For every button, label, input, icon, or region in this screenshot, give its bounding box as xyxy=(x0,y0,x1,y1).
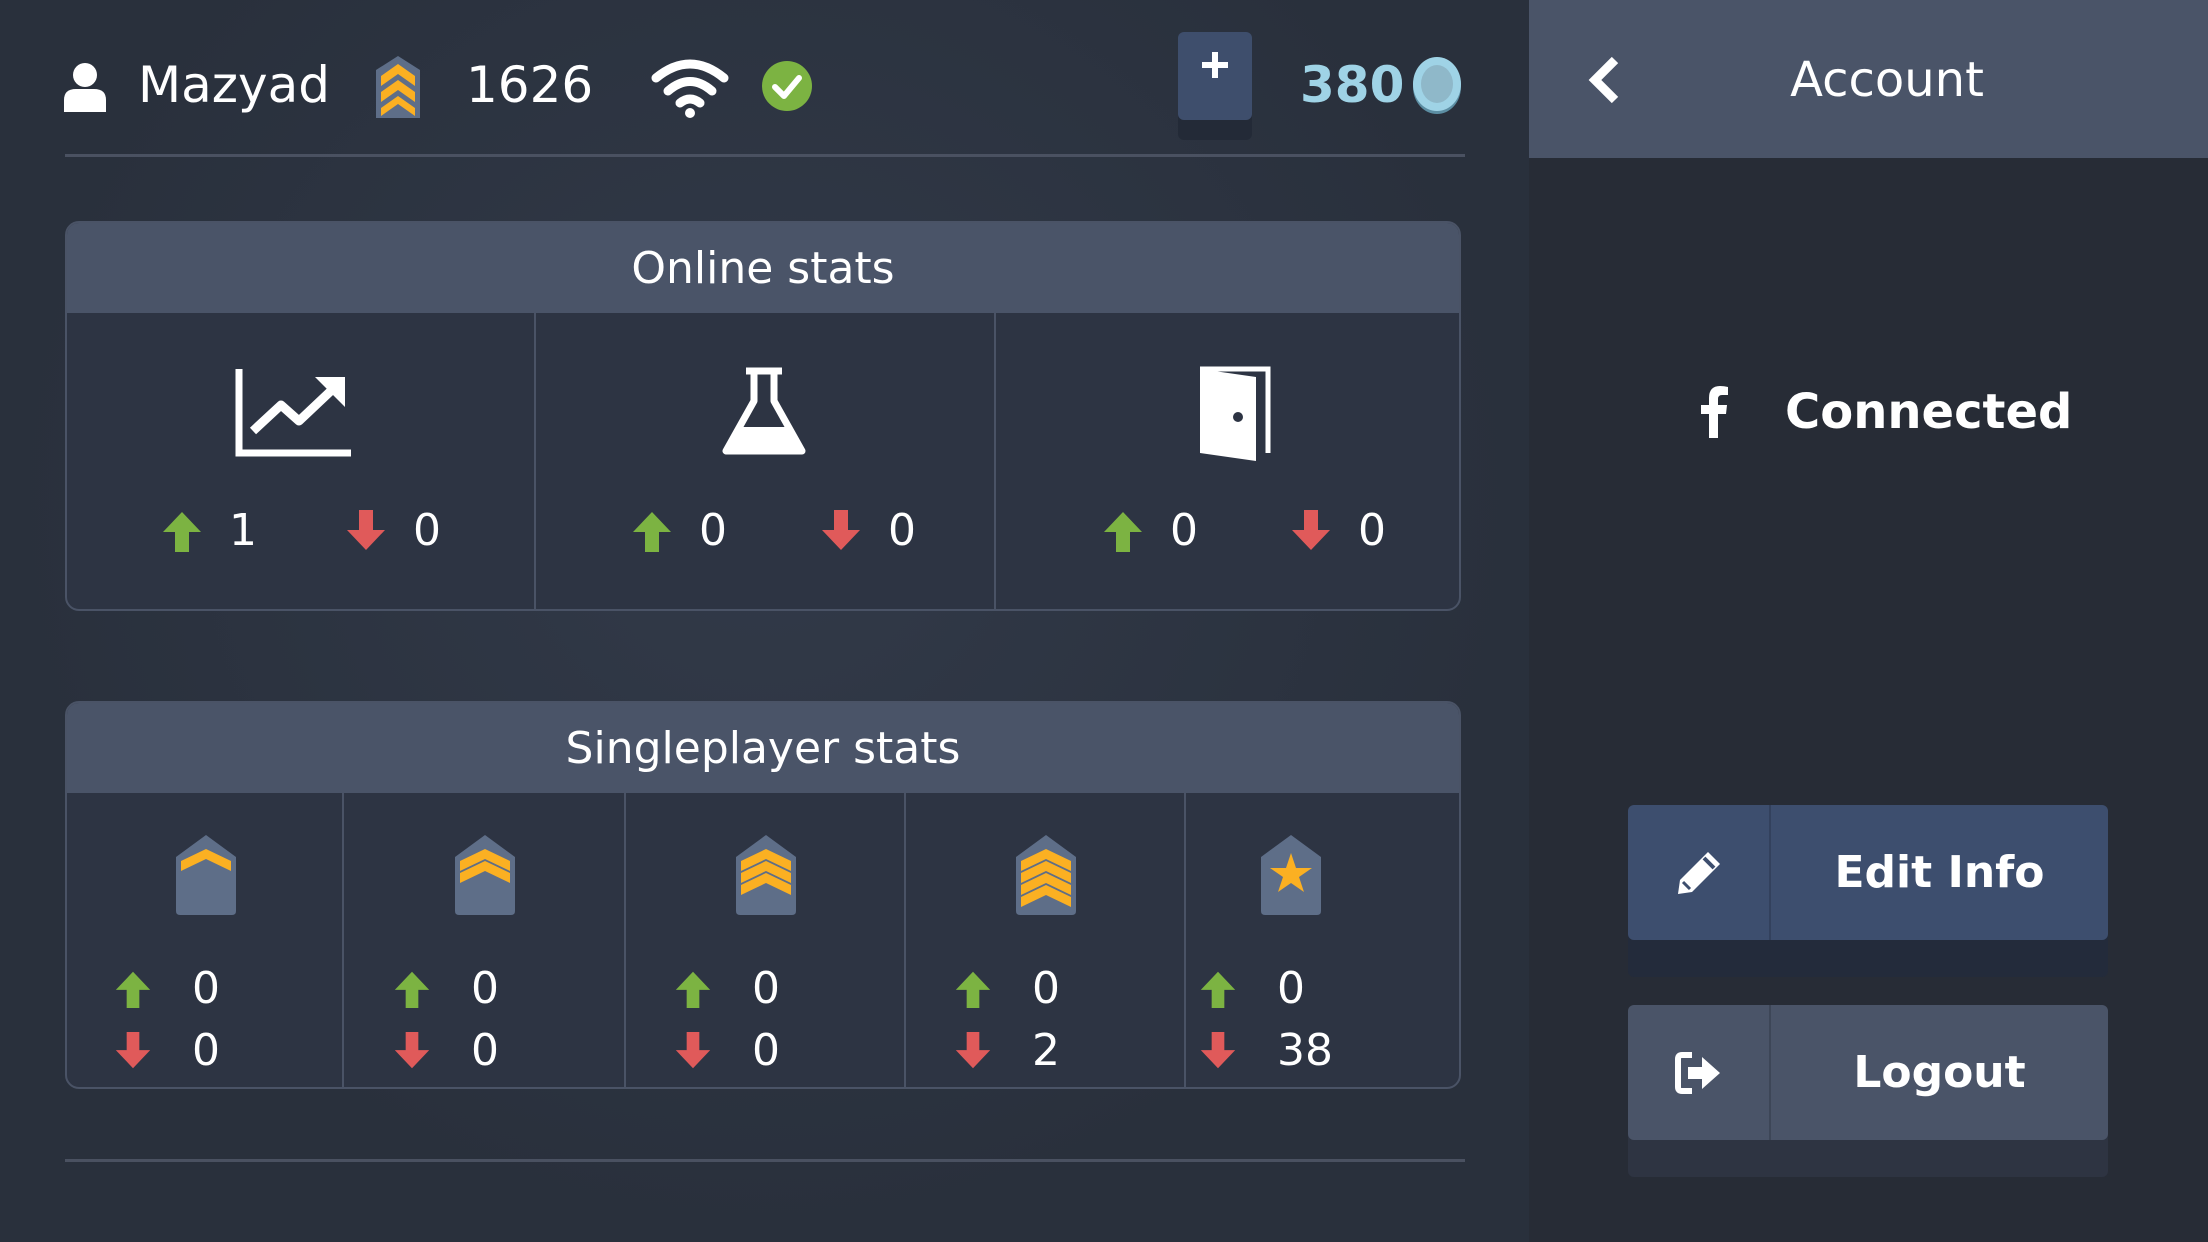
wins-value: 1 xyxy=(229,505,257,556)
losses-value: 0 xyxy=(471,1025,499,1076)
back-chevron-icon[interactable] xyxy=(1587,56,1621,104)
coin-count: 380 xyxy=(1300,56,1405,114)
wins-value: 0 xyxy=(1277,963,1305,1014)
user-icon xyxy=(64,63,106,112)
rank-2-chevron-icon xyxy=(455,835,515,915)
singleplayer-stat-column: 0 0 xyxy=(626,793,906,1087)
rank-1-chevron-icon xyxy=(176,835,236,915)
account-header: Account xyxy=(1529,0,2208,158)
losses-value: 0 xyxy=(752,1025,780,1076)
up-arrow-icon xyxy=(633,511,671,552)
up-arrow-icon xyxy=(1200,971,1236,1008)
down-arrow-icon xyxy=(394,1031,430,1068)
wins-value: 0 xyxy=(471,963,499,1014)
wins-value: 0 xyxy=(192,963,220,1014)
singleplayer-stat-column: 0 2 xyxy=(906,793,1186,1087)
rank-star-icon xyxy=(1261,835,1321,915)
edit-info-label: Edit Info xyxy=(1834,847,2045,898)
online-stats-panel: Online stats 1 0 0 0 0 0 xyxy=(65,221,1461,611)
rank-icon xyxy=(376,56,420,118)
up-arrow-icon xyxy=(115,971,151,1008)
singleplayer-stats-title: Singleplayer stats xyxy=(67,703,1459,793)
down-arrow-icon xyxy=(1292,509,1330,550)
rank-3-chevron-icon xyxy=(736,835,796,915)
singleplayer-stats-panel: Singleplayer stats 0 0 0 0 0 0 0 2 0 38 xyxy=(65,701,1461,1089)
online-stat-column: 0 0 xyxy=(996,313,1459,609)
footer-divider xyxy=(65,1159,1465,1162)
flask-icon xyxy=(722,367,806,455)
down-arrow-icon xyxy=(822,509,860,550)
check-icon xyxy=(762,61,812,111)
wins-value: 0 xyxy=(1032,963,1060,1014)
online-stat-column: 0 0 xyxy=(536,313,996,609)
facebook-icon xyxy=(1701,386,1728,438)
wifi-icon xyxy=(651,59,729,118)
up-arrow-icon xyxy=(163,511,201,552)
down-arrow-icon xyxy=(347,509,385,550)
logout-label: Logout xyxy=(1853,1047,2026,1098)
singleplayer-stat-column: 0 0 xyxy=(344,793,626,1087)
down-arrow-icon xyxy=(675,1031,711,1068)
coin-icon xyxy=(1413,57,1461,114)
rating-value: 1626 xyxy=(466,56,594,114)
wins-value: 0 xyxy=(752,963,780,1014)
wins-value: 0 xyxy=(699,505,727,556)
wins-value: 0 xyxy=(1170,505,1198,556)
losses-value: 0 xyxy=(413,505,441,556)
losses-value: 2 xyxy=(1032,1025,1060,1076)
losses-value: 0 xyxy=(192,1025,220,1076)
logout-button[interactable]: Logout xyxy=(1628,1005,2108,1140)
rank-4-chevron-icon xyxy=(1016,835,1076,915)
down-arrow-icon xyxy=(115,1031,151,1068)
add-coins-button[interactable] xyxy=(1178,32,1252,120)
online-stat-column: 1 0 xyxy=(67,313,536,609)
losses-value: 38 xyxy=(1277,1025,1333,1076)
pencil-icon xyxy=(1677,851,1720,894)
edit-info-button[interactable]: Edit Info xyxy=(1628,805,2108,940)
up-arrow-icon xyxy=(955,971,991,1008)
up-arrow-icon xyxy=(1104,511,1142,552)
logout-icon xyxy=(1674,1051,1720,1094)
singleplayer-stat-column: 0 38 xyxy=(1186,793,1459,1087)
down-arrow-icon xyxy=(1200,1031,1236,1068)
up-arrow-icon xyxy=(394,971,430,1008)
up-arrow-icon xyxy=(675,971,711,1008)
trend-chart-icon xyxy=(235,369,351,457)
account-title: Account xyxy=(1790,52,1984,108)
losses-value: 0 xyxy=(1358,505,1386,556)
losses-value: 0 xyxy=(888,505,916,556)
singleplayer-stat-column: 0 0 xyxy=(67,793,344,1087)
online-stats-title: Online stats xyxy=(67,223,1459,313)
username: Mazyad xyxy=(138,56,330,114)
plus-icon xyxy=(1202,52,1228,78)
main-area: Mazyad 1626 380 Online stats 1 0 0 0 0 0 xyxy=(0,0,1529,1242)
header-divider xyxy=(65,154,1465,157)
facebook-status: Connected xyxy=(1785,384,2073,440)
down-arrow-icon xyxy=(955,1031,991,1068)
account-panel: Account Connected Edit Info Logout xyxy=(1529,0,2208,1242)
door-icon xyxy=(1200,366,1271,461)
